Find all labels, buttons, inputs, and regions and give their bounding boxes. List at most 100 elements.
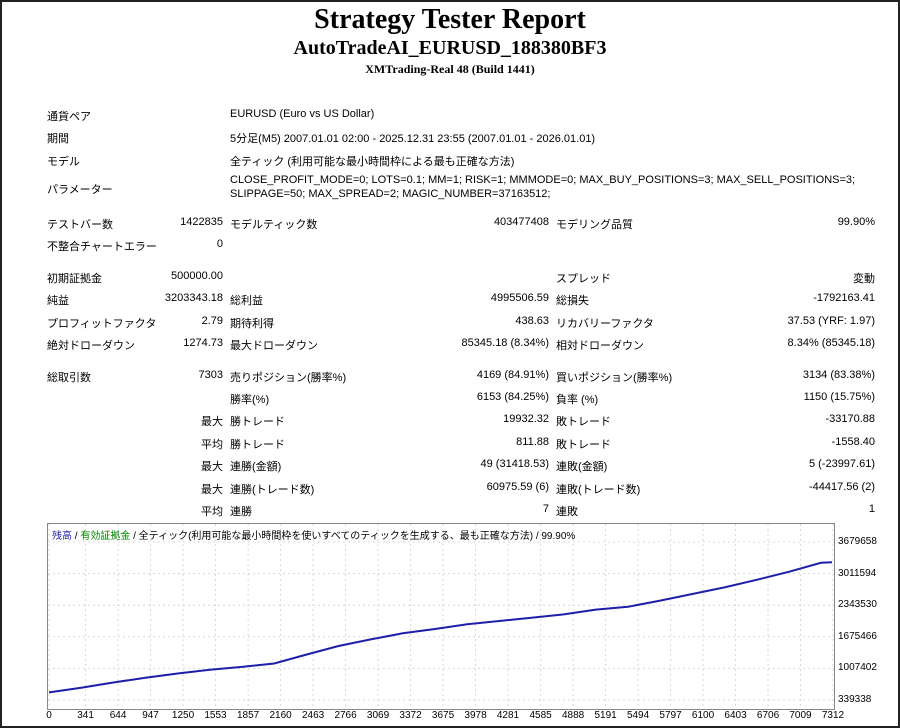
short-value: 4169 (84.91%)	[476, 369, 549, 381]
x-tick-label: 2160	[269, 710, 292, 721]
max-cons-losses-value: 5 (-23997.61)	[808, 458, 875, 470]
params-line2: SLIPPAGE=50; MAX_SPREAD=2; MAGIC_NUMBER=…	[230, 188, 551, 200]
legend-rest: / 全ティック(利用可能な最小時間枠を使いすべてのティックを生成する、最も正確な…	[130, 531, 576, 542]
params-line1: CLOSE_PROFIT_MODE=0; LOTS=0.1; MM=1; RIS…	[230, 174, 856, 186]
spread-value: 変動	[853, 273, 875, 285]
quality-value: 99.90%	[837, 216, 875, 228]
gross-loss-value: -1792163.41	[813, 292, 875, 304]
avg-win-value: 811.88	[516, 436, 549, 448]
expected-label: 期待利得	[230, 318, 274, 330]
expert-name: AutoTradeAI_EURUSD_188380BF3	[293, 37, 607, 59]
period-value: 5分足(M5) 2007.01.01 02:00 - 2025.12.31 23…	[230, 133, 596, 145]
gross-profit-label: 総利益	[230, 295, 263, 307]
recovery-label: リカバリーファクタ	[556, 318, 654, 330]
avg-cons-losses-label: 連敗	[556, 506, 578, 518]
model-value: 全ティック (利用可能な最小時間枠による最も正確な方法)	[230, 156, 515, 168]
win-pct-label: 勝率(%)	[230, 394, 270, 406]
x-tick-label: 3978	[464, 710, 487, 721]
x-tick-label: 4585	[529, 710, 552, 721]
loss-pct-label: 負率 (%)	[556, 394, 599, 406]
x-tick-label: 6403	[724, 710, 747, 721]
avg-label-1: 平均	[201, 439, 223, 451]
expected-value: 438.63	[515, 315, 549, 327]
y-tick-label: 1007402	[838, 662, 877, 674]
long-value: 3134 (83.38%)	[802, 369, 875, 381]
x-tick-label: 6100	[691, 710, 715, 721]
x-tick-label: 1553	[204, 710, 227, 721]
y-tick-label: 3679658	[838, 536, 877, 547]
x-tick-label: 3372	[399, 710, 422, 721]
x-tick-label: 4888	[561, 710, 585, 721]
x-tick-label: 3069	[366, 710, 390, 721]
y-tick-label: 3011594	[838, 567, 877, 579]
balance-chart-svg	[48, 524, 834, 709]
gross-loss-label: 総損失	[556, 295, 589, 307]
max-cons-loss-value: -44417.56 (2)	[808, 481, 875, 493]
loss-pct-value: 1150 (15.75%)	[803, 391, 875, 403]
long-label: 買いポジション(勝率%)	[556, 372, 673, 384]
max-cons-profit-value: 60975.59 (6)	[486, 481, 549, 493]
legend-balance: 残高	[52, 531, 72, 542]
recovery-value: 37.53 (YRF: 1.97)	[787, 315, 875, 327]
report-title: Strategy Tester Report	[314, 4, 586, 35]
bars-value: 1422835	[180, 216, 223, 228]
chart-legend: 残高 / 有効証拠金 / 全ティック(利用可能な最小時間枠を使いすべてのティック…	[52, 527, 575, 542]
avg-loss-value: -1558.40	[831, 436, 875, 448]
max-label-2: 最大	[201, 461, 223, 473]
largest-loss-value: -33170.88	[825, 413, 875, 425]
model-label: モデル	[47, 156, 80, 168]
quality-label: モデリング品質	[556, 219, 633, 231]
bars-label: テストバー数	[47, 219, 113, 231]
x-tick-label: 3675	[431, 710, 455, 721]
max-label-1: 最大	[201, 416, 223, 428]
avg-cons-losses-value: 1	[868, 503, 875, 515]
pf-value: 2.79	[201, 315, 223, 327]
x-tick-label: 5191	[594, 710, 617, 721]
spread-label: スプレッド	[556, 273, 611, 285]
win-pct-value: 6153 (84.25%)	[476, 391, 549, 403]
avg-cons-wins-value: 7	[542, 503, 549, 515]
trades-value: 7303	[198, 369, 223, 381]
avg-loss-label: 敗トレード	[556, 439, 611, 451]
largest-win-label: 勝トレード	[230, 416, 285, 428]
max-dd-value: 85345.18 (8.34%)	[461, 337, 549, 349]
ticks-label: モデルティック数	[230, 219, 318, 231]
x-tick-label: 1857	[236, 710, 260, 721]
abs-dd-label: 絶対ドローダウン	[47, 340, 135, 352]
x-tick-label: 6706	[756, 710, 780, 721]
balance-line	[48, 561, 833, 694]
max-label-3: 最大	[201, 484, 223, 496]
y-tick-label: 1675466	[838, 630, 877, 642]
mismatch-value: 0	[216, 238, 223, 250]
x-tick-label: 947	[142, 710, 159, 721]
net-value: 3203343.18	[164, 292, 223, 304]
x-tick-label: 5494	[626, 710, 650, 721]
avg-win-label: 勝トレード	[230, 439, 285, 451]
largest-win-value: 19932.32	[503, 413, 549, 425]
avg-label-2: 平均	[201, 506, 223, 518]
x-tick-label: 644	[109, 710, 127, 721]
period-label: 期間	[47, 133, 69, 145]
y-tick-label: 2343530	[838, 599, 877, 611]
server-build: XMTrading-Real 48 (Build 1441)	[365, 62, 535, 76]
max-cons-losses-label: 連敗(金額)	[556, 461, 608, 473]
largest-loss-label: 敗トレード	[556, 416, 611, 428]
max-cons-wins-label: 連勝(金額)	[230, 461, 282, 473]
x-tick-label: 2766	[334, 710, 357, 721]
pair-label: 通貨ペア	[47, 111, 91, 123]
mismatch-label: 不整合チャートエラー	[47, 241, 157, 253]
deposit-label: 初期証拠金	[47, 273, 102, 285]
x-tick-label: 7009	[789, 710, 812, 721]
max-dd-label: 最大ドローダウン	[230, 340, 318, 352]
max-cons-profit-label: 連勝(トレード数)	[230, 484, 315, 496]
x-tick-label: 7312	[821, 710, 845, 721]
trades-label: 総取引数	[47, 372, 91, 384]
legend-equity: 有効証拠金	[80, 531, 131, 542]
rel-dd-value: 8.34% (85345.18)	[787, 337, 875, 349]
x-tick-label: 1250	[171, 710, 195, 721]
y-tick-label: 339338	[838, 694, 872, 705]
short-label: 売りポジション(勝率%)	[230, 372, 347, 384]
pf-label: プロフィットファクタ	[47, 318, 157, 330]
legend-sep: /	[72, 531, 81, 542]
pair-value: EURUSD (Euro vs US Dollar)	[230, 108, 375, 120]
